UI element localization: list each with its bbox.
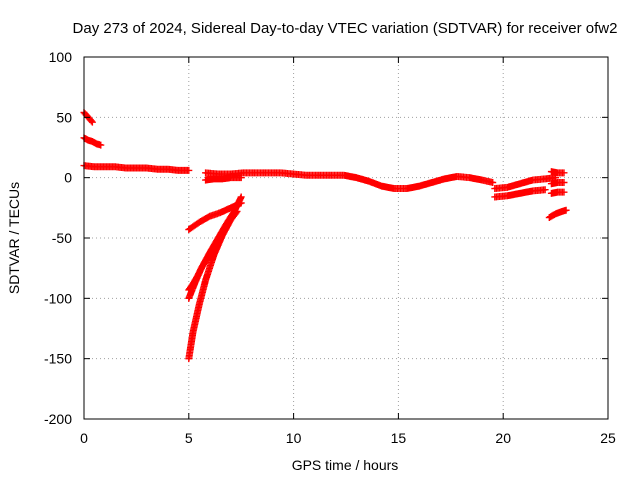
y-tick-label: -50: [52, 230, 72, 246]
series-arc-12: [547, 168, 568, 177]
x-tick-label: 5: [185, 430, 193, 446]
x-tick-label: 20: [495, 430, 511, 446]
y-tick-label: -150: [44, 351, 72, 367]
series-arc-13: [547, 178, 568, 188]
data-marks: [491, 174, 560, 193]
series-arc-9: [202, 174, 245, 184]
x-tick-label: 0: [80, 430, 88, 446]
series-arc-7: [185, 251, 214, 294]
x-tick-label: 15: [391, 430, 407, 446]
series-arc-15: [545, 206, 570, 221]
data-marks: [202, 169, 497, 193]
data-marks: [185, 251, 214, 294]
y-tick-label: -100: [44, 290, 72, 306]
data-marks: [202, 174, 245, 184]
y-tick-label: 0: [64, 170, 72, 186]
series-arc-6: [185, 207, 241, 363]
grid: [84, 57, 608, 419]
x-tick-label: 10: [286, 430, 302, 446]
data-points: [80, 109, 570, 363]
series-arc-8: [202, 169, 497, 193]
y-tick-label: 100: [49, 49, 73, 65]
y-tick-label: -200: [44, 411, 72, 427]
data-marks: [547, 178, 568, 188]
y-axis-label: SDTVAR / TECUs: [6, 182, 22, 294]
data-marks: [545, 206, 570, 221]
data-marks: [185, 207, 241, 363]
axis-ticks: 0 5 10 15 20 25 -200 -150 -100 -50 0 50 100: [44, 49, 616, 446]
series-arc-10: [491, 174, 560, 193]
chart-title: Day 273 of 2024, Sidereal Day-to-day VTE…: [73, 20, 618, 37]
data-marks: [547, 168, 568, 177]
series-arc-11: [491, 186, 549, 201]
y-tick-label: 50: [56, 109, 72, 125]
data-marks: [491, 186, 549, 201]
x-axis-label: GPS time / hours: [292, 457, 399, 473]
data-marks: [547, 188, 568, 197]
series-arc-14: [547, 188, 568, 197]
x-tick-label: 25: [600, 430, 616, 446]
